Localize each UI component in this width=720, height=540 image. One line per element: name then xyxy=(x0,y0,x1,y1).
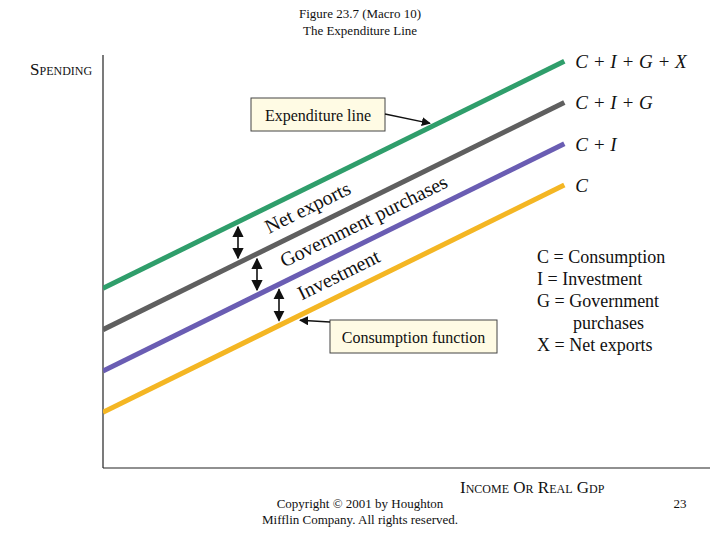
footer: Mifflin Company. All rights reserved. xyxy=(262,512,458,527)
line-label: C + I + G + X xyxy=(575,51,688,72)
line-label: C xyxy=(575,175,588,196)
x-axis-label-rest: EAL xyxy=(549,482,572,496)
annotation-box xyxy=(330,320,497,353)
page: {"chart_data": { "type": "line", "title"… xyxy=(0,0,720,540)
y-axis xyxy=(102,55,103,468)
band-label: Net exports xyxy=(261,177,355,239)
x-axis-label: INCOME OR REAL GDP xyxy=(460,478,605,497)
series-line xyxy=(103,144,564,371)
gap-arrow xyxy=(256,259,258,290)
line-label: C + I xyxy=(575,134,618,155)
x-axis-label-rest: R xyxy=(526,482,534,496)
gap-arrow xyxy=(278,289,280,320)
y-axis-label-cap: S xyxy=(30,60,39,79)
key-entry: C = Consumption xyxy=(537,246,690,268)
x-axis-label-cap: R xyxy=(534,478,550,497)
x-axis-label-rest: NCOME xyxy=(466,482,509,496)
gap-arrow xyxy=(237,227,239,258)
key-entry: X = Net exports xyxy=(537,334,690,356)
annotation-arrow xyxy=(385,114,430,123)
title: Figure 23.7 (Macro 10) xyxy=(299,6,421,21)
line-label: C + I + G xyxy=(575,92,653,113)
subtitle: The Expenditure Line xyxy=(303,23,417,38)
annotation-text: Expenditure line xyxy=(265,107,371,125)
page-number: 23 xyxy=(674,496,687,511)
annotation-arrow xyxy=(300,320,330,322)
y-axis-label: SPENDING xyxy=(30,60,92,79)
lines xyxy=(103,61,564,412)
footer: Copyright © 2001 by Houghton xyxy=(277,496,444,511)
annotation-box xyxy=(251,98,385,131)
x-axis-label-rest: DP xyxy=(589,482,605,496)
series-line xyxy=(103,185,564,412)
x-axis xyxy=(103,467,710,468)
x-axis-label-cap: G xyxy=(572,478,589,497)
annotation-text: Consumption function xyxy=(342,329,486,347)
y-axis-label-rest: PENDING xyxy=(39,64,92,78)
series-line xyxy=(103,61,564,288)
x-axis-label-cap: O xyxy=(509,478,526,497)
key-entry: I = Investment xyxy=(537,268,690,290)
series-line xyxy=(103,103,564,330)
key-entry: G = Government purchases xyxy=(537,290,690,334)
